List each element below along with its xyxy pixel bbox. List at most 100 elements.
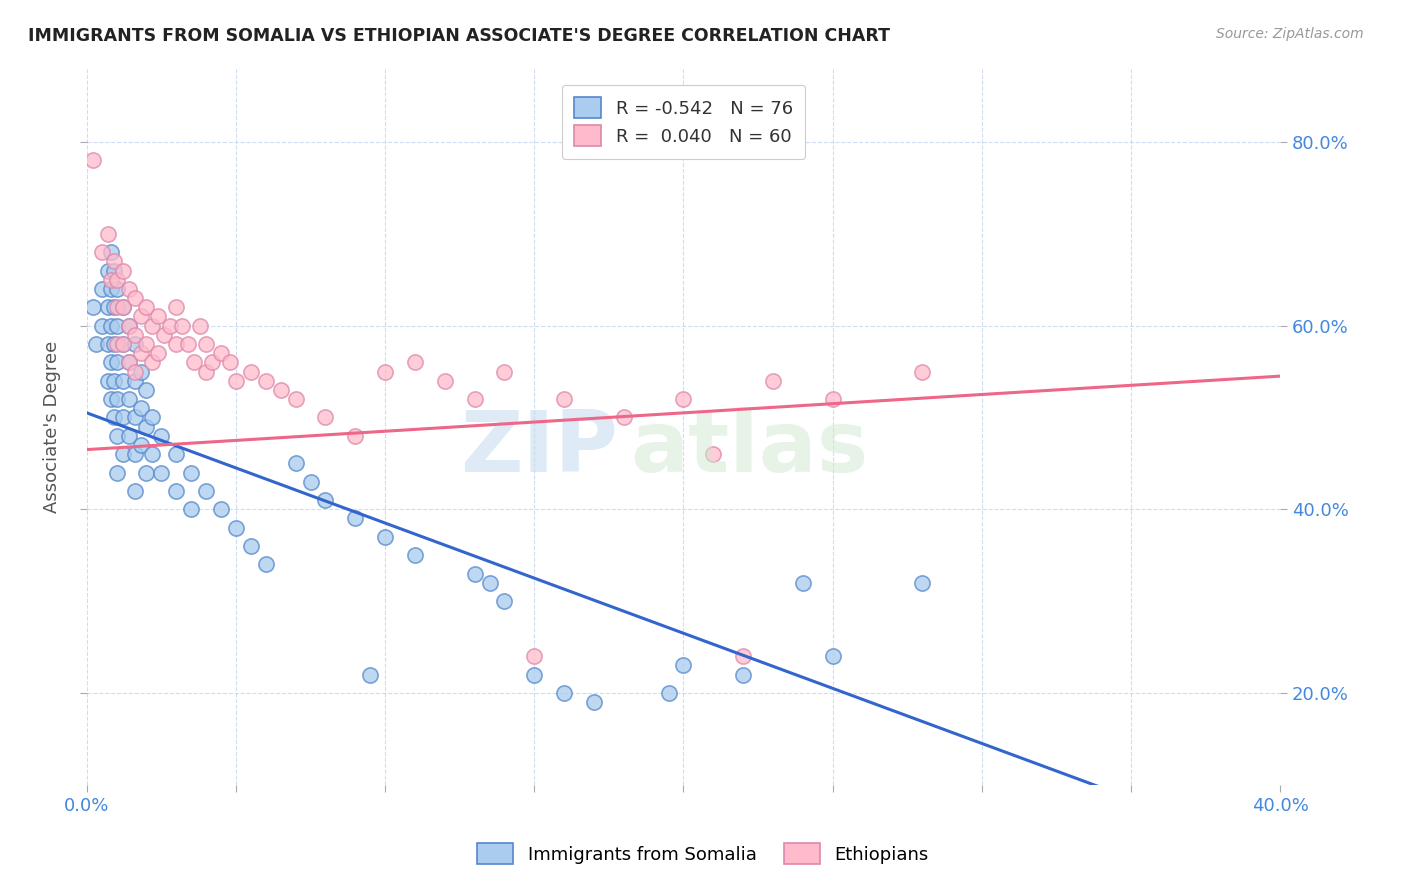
Point xyxy=(111,300,134,314)
Point xyxy=(129,310,152,324)
Text: IMMIGRANTS FROM SOMALIA VS ETHIOPIAN ASSOCIATE'S DEGREE CORRELATION CHART: IMMIGRANTS FROM SOMALIA VS ETHIOPIAN ASS… xyxy=(28,27,890,45)
Point xyxy=(124,447,146,461)
Point xyxy=(172,318,194,333)
Point xyxy=(100,273,122,287)
Point xyxy=(124,483,146,498)
Point xyxy=(129,346,152,360)
Point xyxy=(97,227,120,241)
Point xyxy=(135,337,157,351)
Point xyxy=(117,355,139,369)
Point xyxy=(124,337,146,351)
Point xyxy=(494,365,516,379)
Point xyxy=(762,374,785,388)
Point xyxy=(404,548,426,562)
Point xyxy=(90,245,112,260)
Point xyxy=(97,300,120,314)
Point xyxy=(188,318,211,333)
Point xyxy=(111,337,134,351)
Point xyxy=(553,392,575,406)
Point xyxy=(129,401,152,416)
Point xyxy=(672,658,695,673)
Point xyxy=(494,594,516,608)
Point xyxy=(201,355,224,369)
Point xyxy=(821,649,844,664)
Point xyxy=(103,410,125,425)
Text: Source: ZipAtlas.com: Source: ZipAtlas.com xyxy=(1216,27,1364,41)
Point xyxy=(103,254,125,268)
Point xyxy=(100,355,122,369)
Point xyxy=(733,649,755,664)
Point xyxy=(111,447,134,461)
Point xyxy=(284,456,307,470)
Point xyxy=(111,337,134,351)
Point xyxy=(359,667,381,681)
Point xyxy=(209,346,232,360)
Point xyxy=(84,337,107,351)
Point xyxy=(165,483,187,498)
Legend: R = -0.542   N = 76, R =  0.040   N = 60: R = -0.542 N = 76, R = 0.040 N = 60 xyxy=(561,85,806,159)
Point xyxy=(135,300,157,314)
Point xyxy=(105,429,128,443)
Point xyxy=(195,365,218,379)
Point xyxy=(90,318,112,333)
Point xyxy=(183,355,205,369)
Point xyxy=(239,539,262,553)
Point xyxy=(733,667,755,681)
Point xyxy=(582,695,605,709)
Point xyxy=(111,374,134,388)
Point xyxy=(270,383,292,397)
Point xyxy=(100,282,122,296)
Point xyxy=(792,575,814,590)
Point xyxy=(239,365,262,379)
Point xyxy=(117,355,139,369)
Point xyxy=(97,263,120,277)
Point xyxy=(180,466,202,480)
Point xyxy=(299,475,322,489)
Point xyxy=(124,327,146,342)
Point xyxy=(464,566,486,581)
Point xyxy=(911,365,934,379)
Point xyxy=(117,318,139,333)
Point xyxy=(105,282,128,296)
Point xyxy=(103,263,125,277)
Point xyxy=(103,300,125,314)
Point xyxy=(124,365,146,379)
Point xyxy=(911,575,934,590)
Point xyxy=(821,392,844,406)
Point xyxy=(165,300,187,314)
Point xyxy=(672,392,695,406)
Point xyxy=(219,355,242,369)
Point xyxy=(103,374,125,388)
Point xyxy=(135,466,157,480)
Point xyxy=(165,447,187,461)
Point xyxy=(141,447,163,461)
Point xyxy=(150,466,173,480)
Point xyxy=(129,438,152,452)
Point xyxy=(124,410,146,425)
Text: atlas: atlas xyxy=(630,407,868,490)
Text: ZIP: ZIP xyxy=(460,407,617,490)
Point xyxy=(111,300,134,314)
Point xyxy=(117,318,139,333)
Point xyxy=(141,410,163,425)
Point xyxy=(97,374,120,388)
Point xyxy=(129,365,152,379)
Point xyxy=(124,374,146,388)
Point xyxy=(553,686,575,700)
Point xyxy=(117,429,139,443)
Point xyxy=(105,318,128,333)
Point xyxy=(105,300,128,314)
Point xyxy=(344,511,367,525)
Point xyxy=(111,263,134,277)
Point xyxy=(100,245,122,260)
Y-axis label: Associate's Degree: Associate's Degree xyxy=(44,341,60,513)
Point xyxy=(374,530,396,544)
Point xyxy=(165,337,187,351)
Point xyxy=(374,365,396,379)
Point xyxy=(135,383,157,397)
Point xyxy=(82,300,104,314)
Point xyxy=(404,355,426,369)
Point xyxy=(464,392,486,406)
Point xyxy=(135,419,157,434)
Point xyxy=(254,374,277,388)
